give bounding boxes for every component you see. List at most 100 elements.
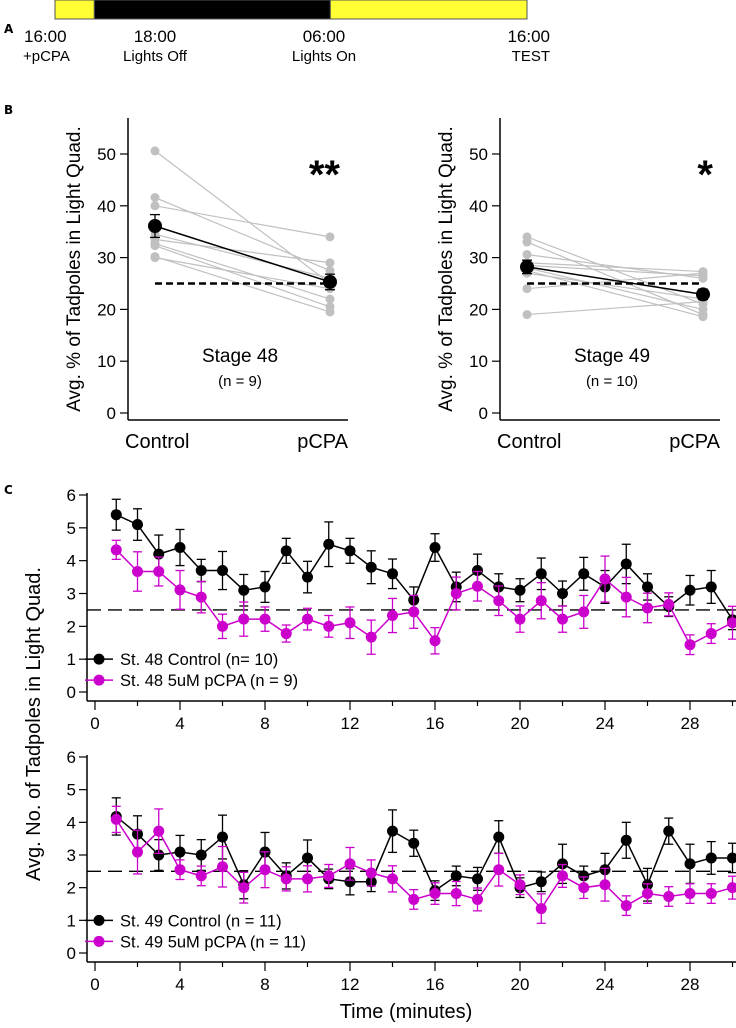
y-tick-label: 20 bbox=[97, 300, 116, 319]
y-tick-label: 2 bbox=[67, 617, 76, 636]
x-tick-label: 24 bbox=[596, 975, 615, 994]
data-point bbox=[302, 571, 313, 583]
individual-point bbox=[698, 312, 708, 322]
individual-line bbox=[154, 255, 331, 313]
y-tick-label: 1 bbox=[67, 911, 76, 930]
data-point bbox=[280, 873, 292, 885]
data-point bbox=[344, 617, 356, 629]
individual-point bbox=[325, 294, 335, 304]
data-point bbox=[493, 595, 505, 607]
series-line bbox=[115, 815, 733, 892]
x-tick-label: 12 bbox=[341, 975, 360, 994]
timeline-segment-light bbox=[329, 0, 528, 20]
panel-c-x-axis-label: Time (minutes) bbox=[340, 1001, 473, 1023]
y-axis-label: Avg. % of Tadpoles in Light Quad. bbox=[64, 126, 85, 412]
data-point bbox=[514, 613, 526, 625]
data-point bbox=[217, 861, 228, 873]
data-point bbox=[429, 635, 441, 647]
data-point bbox=[620, 900, 632, 912]
data-point bbox=[557, 588, 568, 599]
individual-point bbox=[150, 201, 160, 211]
data-point bbox=[387, 825, 398, 837]
mean-point bbox=[323, 274, 337, 289]
data-point bbox=[684, 639, 696, 651]
data-point bbox=[110, 544, 122, 556]
timeline-panel: 16:00 +pCPA 18:00 Lights Off 06:00 Lights On 1… bbox=[23, 0, 550, 65]
individual-line bbox=[526, 262, 704, 273]
data-point bbox=[387, 609, 398, 621]
data-point bbox=[408, 837, 420, 849]
data-point bbox=[323, 870, 335, 882]
data-point bbox=[110, 509, 122, 521]
data-point bbox=[620, 834, 632, 846]
timeline-time-label: 18:00 bbox=[134, 27, 177, 46]
legend-marker bbox=[93, 935, 105, 947]
x-tick-label: 28 bbox=[681, 975, 700, 994]
data-point bbox=[642, 888, 653, 900]
data-point bbox=[578, 606, 590, 618]
y-tick-label: 10 bbox=[469, 352, 488, 371]
y-axis-label: Avg. % of Tadpoles in Light Quad. bbox=[436, 126, 457, 412]
data-point bbox=[238, 584, 250, 596]
data-point bbox=[238, 613, 250, 625]
data-point bbox=[642, 581, 653, 593]
series-line bbox=[115, 818, 733, 910]
stage-label: Stage 49 bbox=[574, 346, 650, 367]
data-point bbox=[174, 584, 186, 596]
y-tick-label: 5 bbox=[67, 781, 76, 800]
x-tick-label: 4 bbox=[175, 714, 184, 733]
individual-point bbox=[150, 241, 160, 251]
data-point bbox=[578, 870, 590, 882]
data-point bbox=[663, 825, 675, 837]
individual-line bbox=[526, 264, 704, 277]
data-point bbox=[365, 561, 377, 573]
sample-size-label: (n = 10) bbox=[586, 373, 638, 390]
y-tick-label: 3 bbox=[67, 585, 76, 604]
data-point bbox=[365, 631, 377, 643]
data-point bbox=[153, 825, 165, 837]
panel-c-y-axis-label: Avg. No. of Tadpoles in Light Quad. bbox=[23, 567, 45, 881]
individual-line bbox=[526, 269, 704, 318]
data-point bbox=[578, 568, 590, 580]
individual-point bbox=[522, 249, 532, 259]
legend-entry: St. 49 Control (n = 11) bbox=[120, 912, 282, 930]
data-point bbox=[620, 591, 632, 603]
data-point bbox=[195, 870, 207, 882]
individual-point bbox=[522, 310, 532, 320]
individual-line bbox=[154, 238, 331, 264]
data-point bbox=[429, 888, 441, 900]
x-category-label: Control bbox=[497, 431, 561, 453]
data-point bbox=[387, 568, 398, 580]
data-point bbox=[727, 882, 736, 894]
data-point bbox=[450, 870, 462, 882]
y-tick-label: 3 bbox=[67, 846, 76, 865]
data-point bbox=[578, 882, 590, 894]
x-tick-label: 20 bbox=[511, 714, 530, 733]
data-point bbox=[514, 879, 526, 891]
data-point bbox=[110, 813, 122, 825]
panel-letter-b: B bbox=[4, 103, 13, 117]
timeline-event-label: +pCPA bbox=[23, 48, 70, 65]
individual-line bbox=[154, 243, 331, 300]
y-tick-label: 10 bbox=[97, 352, 116, 371]
data-point bbox=[259, 613, 271, 625]
individual-point bbox=[150, 146, 160, 156]
stage-label: Stage 48 bbox=[202, 346, 278, 367]
mean-point bbox=[148, 219, 162, 234]
individual-line bbox=[154, 205, 331, 238]
data-point bbox=[535, 568, 547, 580]
data-point bbox=[557, 870, 568, 882]
individual-line bbox=[526, 301, 704, 316]
data-point bbox=[493, 831, 505, 843]
data-point bbox=[557, 613, 568, 625]
legend-marker bbox=[93, 914, 105, 926]
data-point bbox=[323, 620, 335, 632]
data-point bbox=[727, 852, 736, 864]
individual-point bbox=[522, 284, 532, 294]
x-category-label: pCPA bbox=[669, 431, 720, 453]
x-tick-label: 28 bbox=[681, 714, 700, 733]
mean-point bbox=[520, 259, 534, 274]
sample-size-label: (n = 9) bbox=[218, 373, 262, 390]
data-point bbox=[408, 893, 420, 905]
